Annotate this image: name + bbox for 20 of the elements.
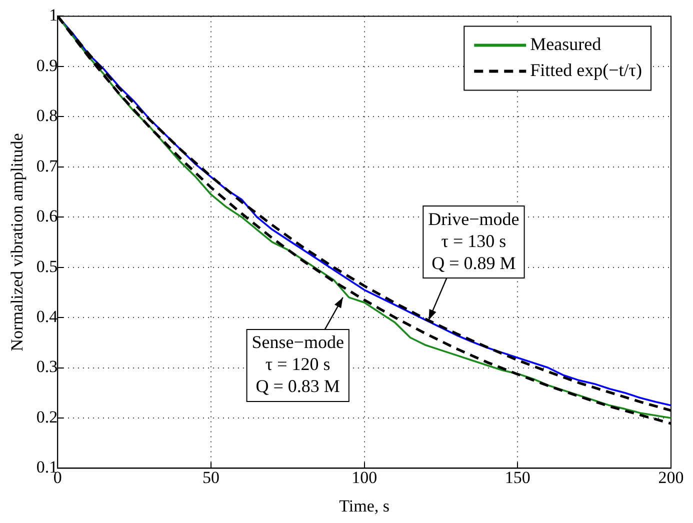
y-tick-label: 0.8 — [36, 106, 58, 126]
x-axis-title: Time, s — [339, 496, 390, 516]
legend-label: Fitted exp(−t/τ) — [530, 60, 642, 80]
y-tick-label: 0.7 — [36, 156, 58, 176]
y-tick-label: 0.9 — [36, 56, 58, 75]
x-tick-label: 200 — [658, 468, 684, 487]
x-tick-label: 100 — [352, 468, 378, 487]
y-tick-label: 0.2 — [36, 407, 58, 426]
x-tick-label: 0 — [53, 468, 62, 487]
annotation: Sense−mode τ = 120 s Q = 0.83 M — [252, 332, 344, 396]
x-tick-label: 50 — [202, 468, 220, 487]
y-tick-label: 0.4 — [36, 307, 58, 326]
legend-label: Measured — [530, 34, 602, 54]
y-tick-label: 0.5 — [36, 256, 58, 276]
annotation: Drive−mode τ = 130 s Q = 0.89 M — [428, 208, 520, 273]
y-tick-label: 0.3 — [36, 357, 58, 376]
y-axis-title: Normalized vibration amplitude — [8, 133, 27, 352]
y-tick-label: 0.6 — [36, 206, 58, 226]
x-tick-label: 150 — [504, 468, 530, 487]
y-tick-label: 1 — [49, 6, 58, 25]
